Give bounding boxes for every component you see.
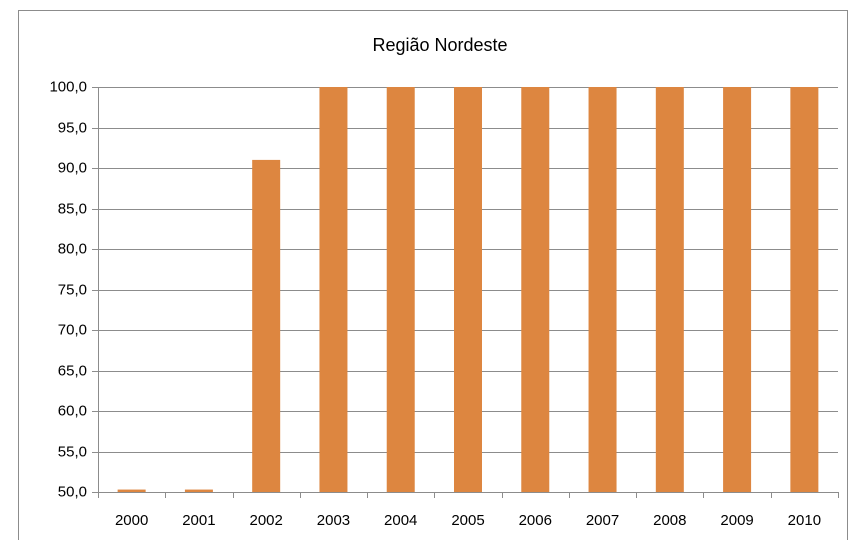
bar (521, 87, 550, 492)
bar (117, 489, 146, 492)
bar (723, 87, 752, 492)
y-tick-label: 50,0 (58, 483, 87, 500)
x-tick-label: 2000 (115, 512, 148, 529)
y-tick-label: 85,0 (58, 200, 87, 217)
bar (655, 87, 684, 492)
y-tick-label: 65,0 (58, 362, 87, 379)
y-tick-label: 95,0 (58, 119, 87, 136)
bar (386, 87, 415, 492)
x-tick-label: 2002 (249, 512, 282, 529)
y-tick-label: 90,0 (58, 159, 87, 176)
x-tick-label: 2003 (317, 512, 350, 529)
x-tick-label: 2008 (653, 512, 686, 529)
x-tick-label: 2010 (788, 512, 821, 529)
y-tick-label: 75,0 (58, 281, 87, 298)
x-tick-label: 2006 (519, 512, 552, 529)
chart-title: Região Nordeste (372, 35, 507, 55)
x-tick-label: 2001 (182, 512, 215, 529)
y-tick-label: 55,0 (58, 443, 87, 460)
y-tick-label: 100,0 (49, 78, 87, 95)
bar (252, 159, 281, 492)
chart-frame (18, 10, 848, 540)
y-tick-label: 60,0 (58, 402, 87, 419)
x-tick-label: 2004 (384, 512, 417, 529)
bar (588, 87, 617, 492)
bar (319, 87, 348, 492)
bar (790, 87, 819, 492)
x-tick-label: 2009 (720, 512, 753, 529)
y-tick-label: 70,0 (58, 321, 87, 338)
x-tick-label: 2007 (586, 512, 619, 529)
x-tick-label: 2005 (451, 512, 484, 529)
bar (454, 87, 482, 492)
bar (184, 489, 213, 492)
y-tick-label: 80,0 (58, 240, 87, 257)
